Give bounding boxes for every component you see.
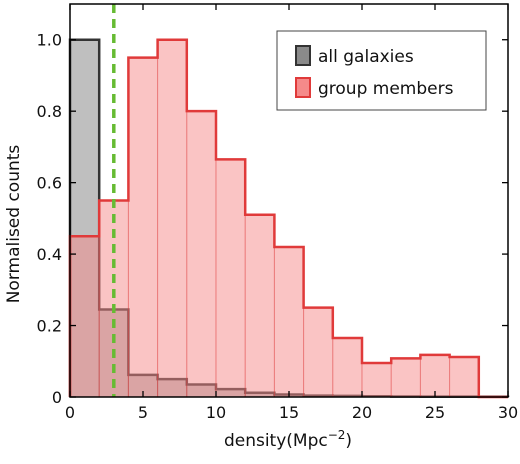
legend-label-all-galaxies: all galaxies <box>318 47 414 67</box>
y-tick-label: 0.6 <box>37 174 62 193</box>
bar-group-members <box>186 110 217 398</box>
y-tick-label: 1.0 <box>37 31 62 50</box>
x-tick-label: 15 <box>279 403 299 422</box>
legend-swatch-group-members <box>295 77 311 98</box>
y-axis-title: Normalised counts <box>4 145 24 304</box>
bar-group-members <box>449 356 480 398</box>
y-tick-label: 0 <box>52 388 62 407</box>
x-axis-title: density(Mpc−2) <box>224 428 352 451</box>
legend-label-group-members: group members <box>318 79 454 99</box>
legend: all galaxies group members <box>276 30 487 111</box>
y-tick-label: 0.4 <box>37 245 62 264</box>
bar-group-members <box>332 337 363 398</box>
y-tick-label: 0.8 <box>37 102 62 121</box>
x-tick-label: 5 <box>138 403 148 422</box>
bar-group-members <box>273 246 305 398</box>
bar-group-members <box>215 158 246 398</box>
x-axis-title-superscript: −2 <box>328 428 346 442</box>
step-outline-group-members <box>68 38 508 399</box>
axes: 0 5 10 15 20 25 30 0 0.2 0.4 0.6 0.8 1.0 <box>37 3 518 422</box>
x-tick-label: 20 <box>352 403 372 422</box>
bar-group-members <box>390 357 421 398</box>
bar-group-members <box>419 354 451 398</box>
bar-group-members <box>127 57 159 398</box>
x-axis-title-main: density(Mpc <box>224 431 328 451</box>
x-axis-title-suffix: ) <box>345 431 352 451</box>
bar-group-members <box>361 362 392 398</box>
bar-group-members <box>303 307 334 398</box>
bar-group-members <box>244 214 275 398</box>
bar-group-members <box>69 235 100 398</box>
legend-frame <box>276 30 487 111</box>
x-tick-label: 0 <box>65 403 75 422</box>
bar-group-members <box>157 39 188 398</box>
x-tick-label: 30 <box>498 403 518 422</box>
x-tick-label: 25 <box>425 403 445 422</box>
legend-swatch-all-galaxies <box>295 45 311 66</box>
x-tick-label: 10 <box>206 403 226 422</box>
y-tick-label: 0.2 <box>37 317 62 336</box>
